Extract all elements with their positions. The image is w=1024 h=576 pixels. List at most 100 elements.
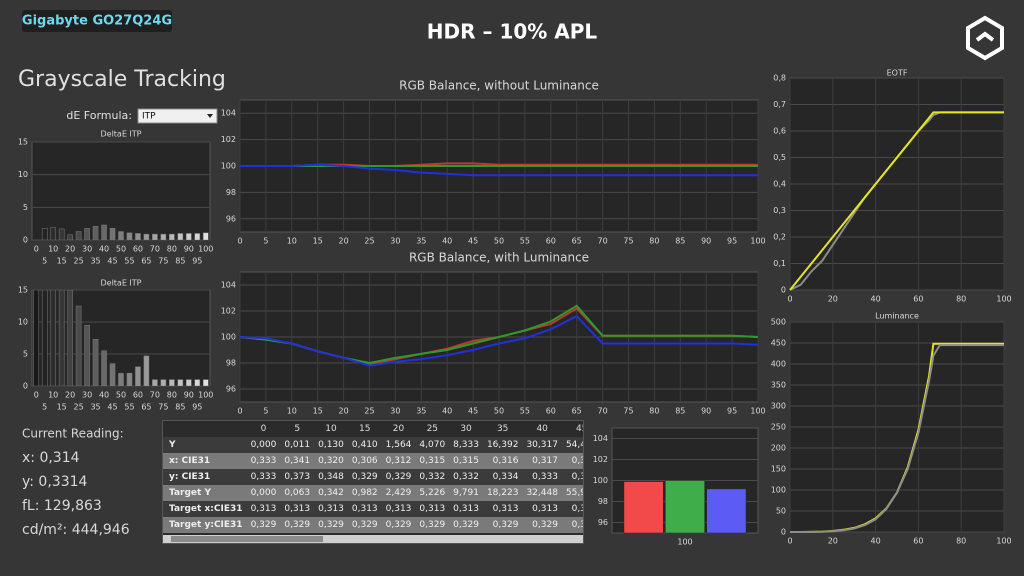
bar: [84, 324, 90, 386]
chart: DeltaE ITP051015051015202530354045505560…: [18, 130, 214, 266]
cell: 0,000: [246, 437, 281, 453]
y-tick-label: 15: [18, 286, 28, 295]
cell: 32,448: [522, 485, 562, 501]
chart-title: RGB Balance, with Luminance: [409, 251, 589, 265]
row-label: Target x:CIE31: [163, 501, 247, 517]
cell: 0,063: [280, 485, 315, 501]
y-tick-label: 104: [221, 281, 236, 290]
y-tick-label: 150: [771, 465, 786, 474]
x-tick-label: 65: [572, 237, 582, 246]
x-tick-label: 90: [701, 237, 711, 246]
cell: 54,409: [561, 437, 583, 453]
cell: 0,315: [449, 453, 483, 469]
bar: [50, 227, 56, 240]
x-tick-label: 55: [124, 257, 134, 266]
column-header: 20: [392, 424, 405, 434]
x-tick-label: 95: [192, 403, 202, 412]
cell: 0,333: [246, 453, 281, 469]
y-tick-label: 0,5: [773, 153, 786, 162]
x-tick-label: 75: [158, 257, 168, 266]
x-tick-label: 25: [364, 237, 374, 246]
x-tick-label: 5: [263, 407, 268, 416]
x-tick-label: 75: [623, 407, 633, 416]
cell: 0,329: [522, 517, 562, 533]
x-tick-label: 85: [675, 407, 685, 416]
bar: [67, 290, 73, 386]
x-tick-label: 80: [167, 245, 177, 254]
cell: 0,333: [522, 469, 562, 485]
bar: [118, 231, 124, 240]
x-tick-label: 10: [48, 245, 58, 254]
x-tick-label: 15: [313, 237, 323, 246]
y-tick-label: 10: [18, 318, 28, 327]
table-row: Target Y 0,000 0,063 0,342 0,982 2,429 5,226 9,…: [163, 485, 583, 501]
y-tick-label: 102: [221, 135, 236, 144]
x-tick-label: 35: [416, 237, 426, 246]
x-tick-label: 70: [150, 245, 160, 254]
x-tick-label: 60: [546, 407, 556, 416]
x-tick-label: 50: [494, 237, 504, 246]
bar: [101, 350, 107, 386]
bar: [177, 379, 184, 386]
scrollbar[interactable]: [163, 535, 583, 543]
bar: [126, 232, 133, 240]
logo: [966, 15, 1004, 61]
reading: fL: 129,863: [22, 498, 102, 514]
x-tick-label: 80: [649, 237, 659, 246]
cell: 0,982: [347, 485, 382, 501]
bar: [194, 379, 201, 386]
corner-cell: [163, 421, 247, 437]
device-badge: Gigabyte GO27Q24G: [22, 14, 172, 29]
bar: [84, 227, 90, 240]
chart: 96 98 100 102 104 100: [593, 427, 759, 547]
cell: 0,329: [561, 517, 583, 533]
y-tick-label: 400: [771, 360, 786, 369]
x-tick-label: 25: [74, 257, 84, 266]
x-tick-label: 50: [116, 391, 126, 400]
y-tick-label: 0,7: [773, 100, 786, 109]
bar: [177, 233, 184, 240]
x-tick-label: 40: [99, 245, 109, 254]
x-tick-label: 35: [90, 257, 100, 266]
y-tick-label: 0,2: [773, 233, 786, 242]
x-tick-label: 100: [677, 538, 692, 547]
x-tick-label: 90: [184, 245, 194, 254]
y-tick-label: 100: [221, 333, 236, 342]
row-label: Y: [163, 437, 247, 453]
bar: [186, 379, 192, 386]
x-tick-label: 80: [649, 407, 659, 416]
column-header: 30: [460, 424, 472, 434]
bar: [143, 233, 150, 240]
bar: [92, 339, 99, 386]
y-tick-label: 300: [771, 402, 786, 411]
x-tick-label: 0: [237, 237, 242, 246]
section-title: Grayscale Tracking: [18, 67, 226, 92]
column-header: 40: [536, 424, 548, 434]
bar: [169, 379, 175, 386]
x-tick-label: 80: [956, 537, 966, 546]
badge-bg: [22, 10, 172, 32]
cell: 0,329: [280, 517, 315, 533]
cell: 0,333: [246, 469, 281, 485]
cell: 0,329: [415, 517, 450, 533]
formula-select[interactable]: ITP: [137, 108, 218, 124]
cell: 0,317: [522, 453, 562, 469]
cell: 0,315: [415, 453, 450, 469]
cell: 55,925: [561, 485, 583, 501]
cell: 0,317: [561, 453, 583, 469]
x-tick-label: 45: [468, 237, 478, 246]
cell: 0,329: [449, 517, 483, 533]
x-tick-label: 30: [390, 407, 400, 416]
x-tick-label: 25: [364, 407, 374, 416]
cell: 0,329: [381, 517, 416, 533]
cell: 0,130: [314, 437, 348, 453]
cell: 0,000: [246, 485, 281, 501]
chart-title: DeltaE ITP: [100, 279, 141, 288]
x-tick-label: 70: [598, 407, 608, 416]
x-tick-label: 5: [263, 237, 268, 246]
cell: 0,313: [561, 501, 583, 517]
x-tick-label: 15: [313, 407, 323, 416]
y-tick-label: 96: [226, 385, 236, 394]
cell: 0,341: [280, 453, 315, 469]
